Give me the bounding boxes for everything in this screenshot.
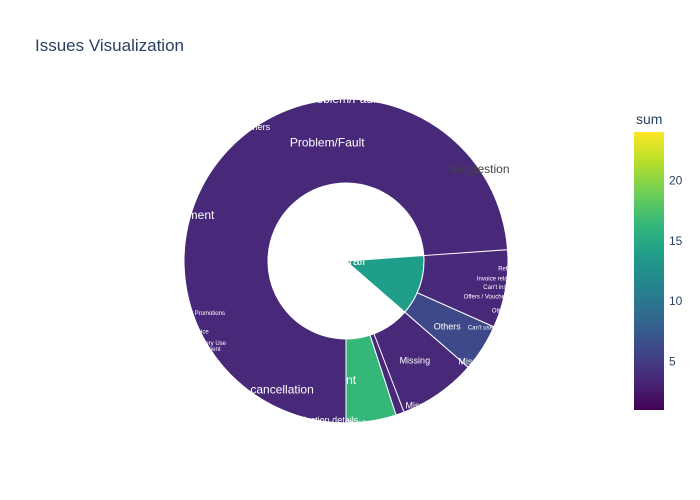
sunburst-segment-label: Consumption/Payment issues xyxy=(294,423,373,429)
sunburst-segment-label: Query deduction details xyxy=(264,415,359,425)
colorbar-tick-label: 20 xyxy=(669,173,683,187)
colorbar-tick-label: 5 xyxy=(669,355,676,369)
sunburst-segment[interactable] xyxy=(183,142,236,301)
sunburst-segment-label: Can't use or acquire xyxy=(468,326,522,332)
colorbar-gradient xyxy=(634,132,664,410)
sunburst-segment-label: Overall xyxy=(327,254,365,268)
sunburst-segment-label: Invoice xyxy=(190,329,210,335)
colorbar-ticks: 5 10 15 20 xyxy=(669,173,683,368)
sunburst-segment-label: Others xyxy=(492,308,510,314)
chart-title: Issues Visualization xyxy=(35,36,184,55)
sunburst-segment-label: Offers / Vouchers / Promotions xyxy=(464,295,546,301)
sunburst-segment-label: VIP / Offers / Promotions xyxy=(159,311,225,317)
sunburst-segment-label: Can't install Apps xyxy=(483,285,529,291)
sunburst-segment-label: Payment xyxy=(167,208,215,222)
sunburst-segment[interactable] xyxy=(505,280,508,290)
sunburst-segment-label: Third Party APPs xyxy=(347,421,393,427)
sunburst-segment[interactable] xyxy=(209,348,297,416)
sunburst-segment-label: Refund xyxy=(498,267,517,273)
sunburst-segment-label: AppGallery Use xyxy=(336,423,379,429)
sunburst-segment[interactable] xyxy=(489,316,499,335)
sunburst-segment-label: Missing xyxy=(458,357,489,367)
sunburst-segment-label: AppGallery Use xyxy=(184,341,227,347)
sunburst-plot: Overall Suggestion Payment Problem/Fault Mis… xyxy=(159,92,545,429)
colorbar-tick-label: 15 xyxy=(669,234,683,248)
sunburst-segment-label: Suggestion xyxy=(449,162,509,176)
sunburst-segment[interactable] xyxy=(451,334,491,384)
sunburst-segment[interactable] xyxy=(502,289,507,301)
sunburst-segment[interactable] xyxy=(362,419,378,423)
sunburst-segment-label: Payment xyxy=(197,347,221,353)
colorbar: sum 5 10 15 20 xyxy=(634,111,683,410)
sunburst-segment-label: Subscription cancellation xyxy=(181,383,314,397)
colorbar-title: sum xyxy=(636,111,662,127)
sunburst-segment-label: Others xyxy=(243,122,271,132)
sunburst-segment[interactable] xyxy=(351,421,363,424)
sunburst-segment-label: Missing xyxy=(406,401,437,411)
colorbar-tick-label: 10 xyxy=(669,294,683,308)
sunburst-segment[interactable] xyxy=(497,300,504,317)
sunburst-segment-label: Others xyxy=(434,321,462,331)
sunburst-segment-label: Invoice related request xyxy=(477,277,538,283)
sunburst-segment-label: Missing xyxy=(400,355,431,365)
sunburst-segment-label: Problem/Fault xyxy=(304,92,379,106)
sunburst-segment-label: AppGallery Use/Visitor xyxy=(316,423,376,429)
sunburst-segment-label: Problem/Fault xyxy=(290,135,365,149)
